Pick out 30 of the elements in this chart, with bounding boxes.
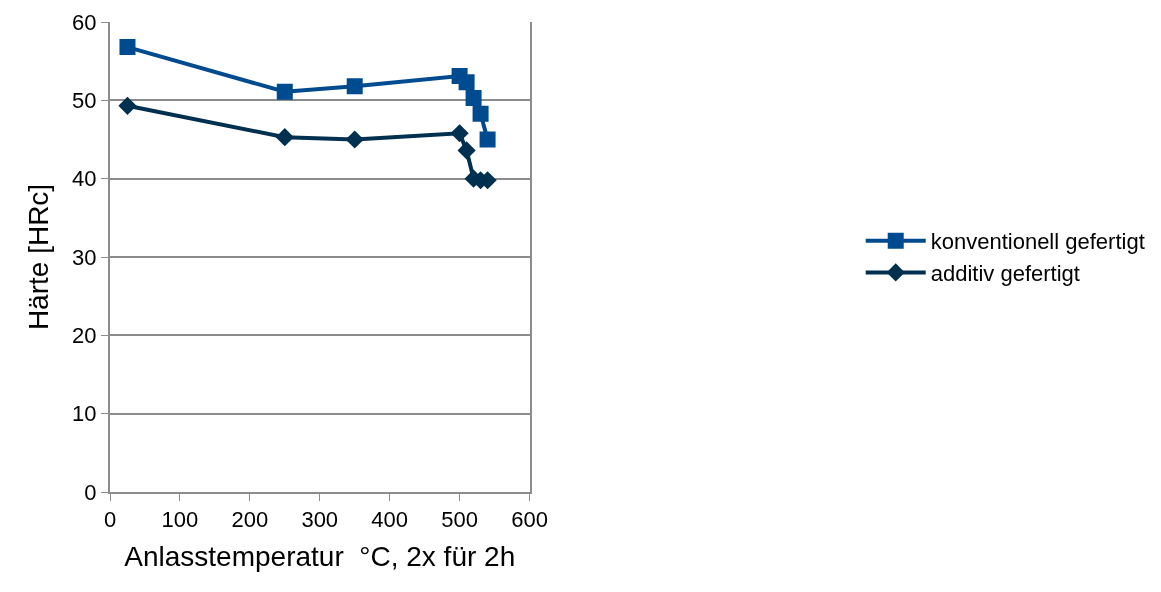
x-tick-label: 200: [231, 507, 269, 533]
legend-label: konventionell gefertigt: [930, 229, 1145, 255]
x-axis-title: Anlasstemperatur °C, 2x für 2h: [124, 541, 516, 572]
y-tick-label: 10: [72, 401, 97, 427]
point: [346, 78, 363, 95]
y-tick-label: 40: [72, 166, 97, 192]
x-tick-label: 0: [103, 507, 117, 533]
point: [457, 141, 476, 160]
point: [458, 74, 475, 91]
y-tick-label: 20: [72, 323, 97, 349]
y-tick-label: 30: [72, 244, 97, 270]
y-tick-label: 0: [84, 479, 97, 505]
point: [345, 130, 364, 149]
x-tick-label: 500: [441, 507, 478, 533]
y-tick-label: 60: [72, 9, 97, 35]
legend-label: additiv gefertigt: [930, 260, 1080, 286]
point: [118, 96, 137, 115]
point: [275, 128, 294, 147]
point: [450, 124, 469, 143]
point: [472, 105, 489, 122]
point: [276, 83, 293, 100]
x-tick-label: 100: [161, 507, 199, 533]
x-tick-label: 600: [511, 507, 548, 533]
y-tick-label: 50: [72, 88, 97, 114]
y-axis-title: Härte [HRc]: [23, 183, 55, 331]
point: [479, 131, 496, 148]
point: [465, 89, 482, 106]
x-tick-label: 300: [301, 507, 339, 533]
x-tick-label: 400: [371, 507, 409, 533]
point: [119, 39, 136, 56]
